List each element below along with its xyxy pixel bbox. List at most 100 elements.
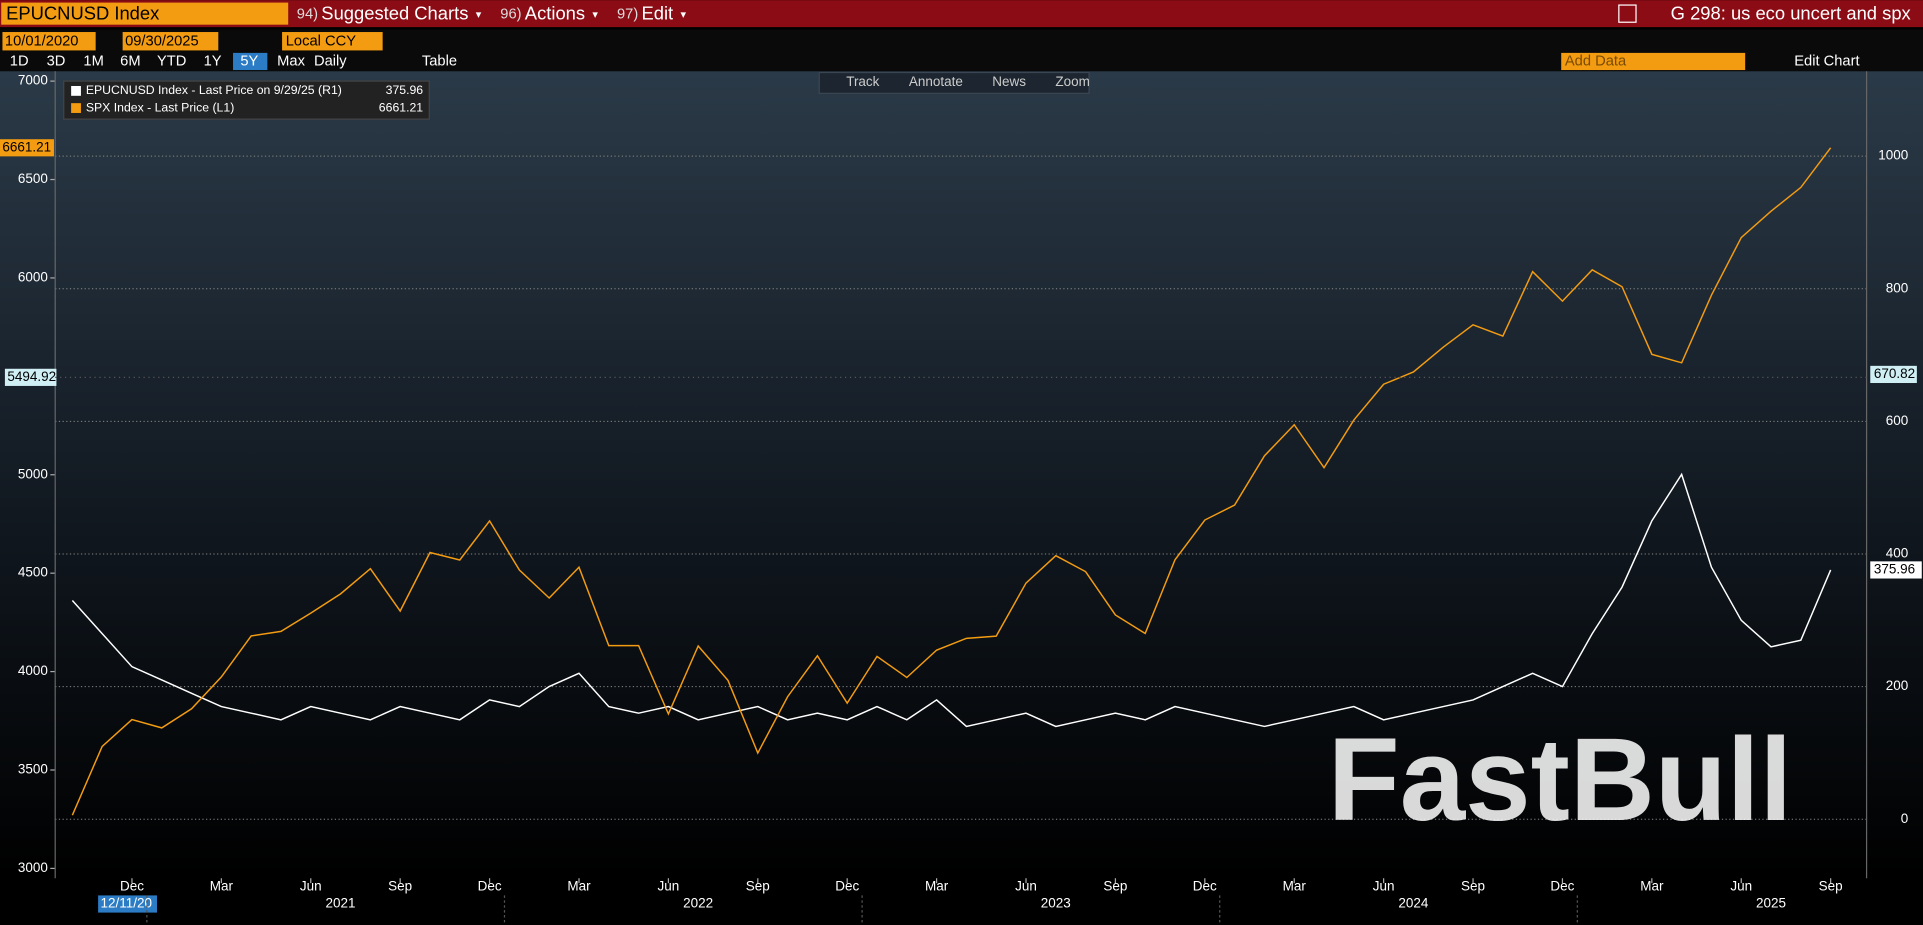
legend-swatch (71, 85, 81, 96)
chart-tool[interactable]: Track (846, 74, 879, 89)
legend (63, 80, 430, 120)
period-button[interactable]: 6M (120, 53, 140, 69)
y2-tick-label: 600 (1886, 413, 1908, 428)
last-price-label: 6661.21 (2, 139, 51, 154)
series-line (71, 472, 1832, 728)
last-price-label: 375.96 (1874, 562, 1915, 577)
last-price-tag (1870, 561, 1922, 579)
period-button[interactable]: Max (277, 53, 305, 69)
y2-tick-label: 200 (1886, 678, 1908, 693)
legend-value: 375.96 (386, 83, 424, 97)
y-tick-label: 3000 (18, 860, 48, 875)
year-label: 2024 (1398, 896, 1428, 911)
period-button[interactable]: 5Y (240, 53, 258, 69)
period-button[interactable]: 1M (83, 53, 103, 69)
x-tick-label: Jun (300, 878, 322, 893)
currency-box[interactable] (282, 32, 383, 51)
menu-item[interactable]: Actions (525, 3, 585, 24)
chart-tool[interactable]: News (992, 74, 1026, 89)
crosshair-right: 670.82 (1874, 366, 1915, 381)
start-date-box[interactable] (2, 32, 96, 51)
chart-tools (818, 71, 1090, 94)
x-tick-label: Sep (1819, 878, 1843, 893)
page-title: G 298: us eco uncert and spx (1671, 3, 1911, 24)
menu-key[interactable]: 94) (297, 7, 318, 23)
plot-area (0, 71, 1923, 879)
y-tick-label: 6000 (18, 270, 48, 285)
crosshair-date: 12/11/20 (101, 896, 153, 911)
crosshair-right-tag (1870, 365, 1917, 384)
watermark: FastBull (1328, 713, 1792, 845)
x-tick-label: Dec (835, 878, 859, 893)
legend-entry: SPX Index - Last Price (L1) (86, 100, 234, 114)
menu-item[interactable]: Suggested Charts (321, 3, 468, 24)
crosshair-date-box (98, 895, 157, 913)
x-tick-label: Mar (1283, 878, 1307, 893)
y-tick-label: 5000 (18, 466, 48, 481)
active-period (233, 52, 268, 71)
x-tick-label: Sep (746, 878, 770, 893)
table-button[interactable]: Table (422, 53, 457, 69)
x-tick-label: Sep (1103, 878, 1127, 893)
menu-caret: ▾ (681, 9, 687, 21)
year-label: 2022 (683, 896, 713, 911)
x-tick-label: Jun (1373, 878, 1395, 893)
ticker: EPUCNUSD Index (6, 3, 159, 24)
start-date: 10/01/2020 (5, 34, 79, 50)
header-bar (0, 0, 1923, 28)
y-tick-label: 4500 (18, 565, 48, 580)
x-tick-label: Jun (1730, 878, 1752, 893)
export-icon[interactable] (1618, 4, 1637, 23)
menu-key[interactable]: 96) (500, 7, 521, 23)
x-tick-label: Mar (210, 878, 234, 893)
last-price-tag (0, 139, 54, 157)
crosshair-left-tag (4, 368, 57, 386)
period-button[interactable]: 1D (10, 53, 29, 69)
chart-tool[interactable]: Annotate (909, 74, 963, 89)
edit-chart[interactable]: Edit Chart (1794, 53, 1859, 69)
y2-tick-label: 400 (1886, 546, 1908, 561)
end-date: 09/30/2025 (125, 34, 199, 50)
year-label: 2023 (1041, 896, 1071, 911)
y-tick-label: 3500 (18, 762, 48, 777)
ticker-box[interactable] (1, 2, 289, 25)
menu-key[interactable]: 97) (617, 7, 638, 23)
x-tick-label: Sep (388, 878, 412, 893)
period-button[interactable]: 3D (47, 53, 66, 69)
year-label: 2021 (326, 896, 356, 911)
x-tick-label: Mar (567, 878, 591, 893)
x-tick-label: Mar (925, 878, 949, 893)
x-tick-label: Jun (1015, 878, 1037, 893)
chart-tool[interactable]: Zoom (1055, 74, 1089, 89)
legend-swatch (71, 103, 81, 113)
x-tick-label: Dec (1550, 878, 1574, 893)
menu-item[interactable]: Edit (642, 3, 674, 24)
legend-entry: EPUCNUSD Index - Last Price on 9/29/25 (… (86, 83, 342, 97)
x-tick-label: Jun (658, 878, 680, 893)
y2-tick-label: 800 (1886, 280, 1908, 295)
add-data: Add Data (1565, 53, 1627, 69)
series-line (71, 147, 1832, 816)
menu-caret: ▾ (592, 9, 598, 21)
menu-caret: ▾ (476, 9, 482, 21)
period-button[interactable]: YTD (157, 53, 186, 69)
x-tick-label: Sep (1461, 878, 1485, 893)
y-tick-label: 4000 (18, 663, 48, 678)
y2-tick-label: 1000 (1878, 148, 1908, 163)
add-data-box[interactable] (1561, 52, 1746, 71)
y-tick-label: 7000 (18, 73, 48, 88)
frequency[interactable]: Daily (314, 53, 347, 69)
year-label: 2025 (1756, 896, 1786, 911)
x-tick-label: Dec (1193, 878, 1217, 893)
x-tick-label: Dec (478, 878, 502, 893)
x-tick-label: Dec (120, 878, 144, 893)
period-button[interactable]: 1Y (204, 53, 222, 69)
y2-tick-label: 0 (1901, 811, 1909, 826)
currency: Local CCY (286, 34, 356, 50)
crosshair-left: 5494.92 (7, 369, 56, 384)
end-date-box[interactable] (122, 32, 219, 51)
y-tick-label: 6500 (18, 171, 48, 186)
legend-value: 6661.21 (379, 100, 423, 114)
x-tick-label: Mar (1640, 878, 1664, 893)
